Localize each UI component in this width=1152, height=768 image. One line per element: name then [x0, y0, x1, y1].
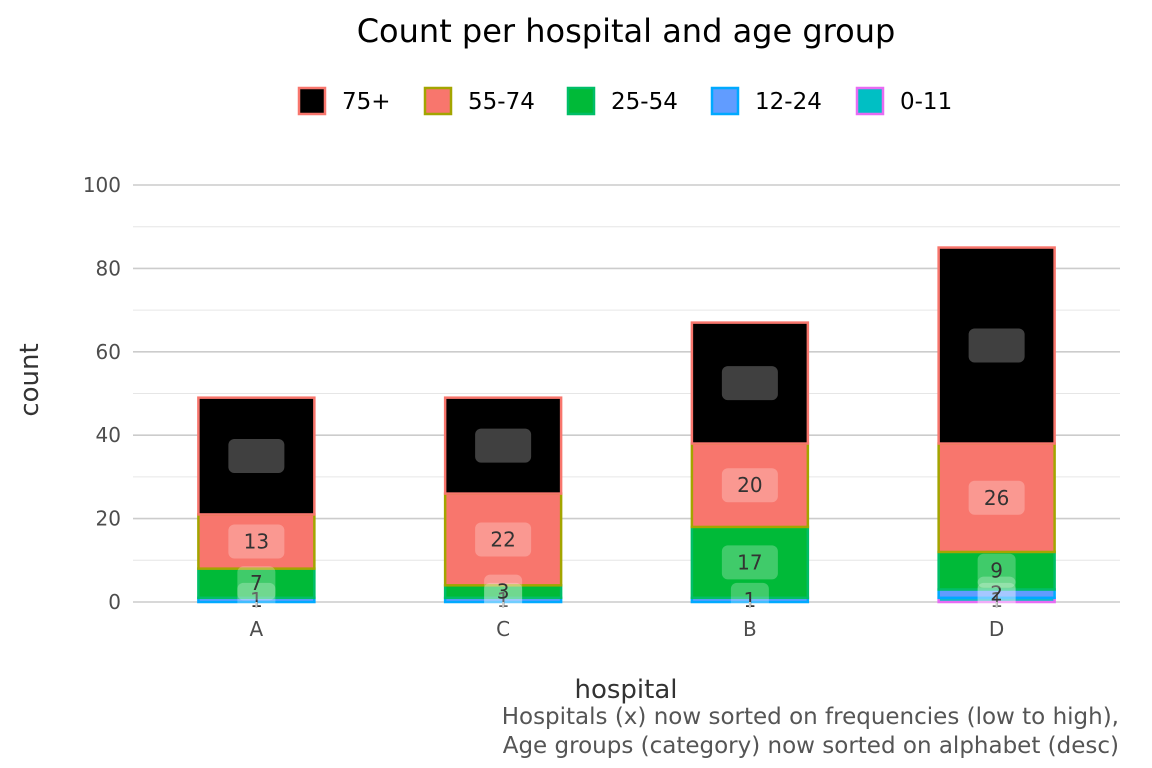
bar-value-label: 1	[744, 588, 757, 612]
bar-segment	[197, 513, 316, 570]
legend: 75+ 55-74 25-54 12-24 0-11	[297, 86, 952, 116]
bar-value-label: 13	[244, 530, 269, 554]
legend-label: 75+	[342, 89, 391, 115]
bar-label-box	[721, 468, 778, 503]
bar-segment	[197, 567, 316, 600]
legend-item: 0-11	[855, 86, 952, 116]
bar-label-box	[721, 366, 778, 401]
legend-label: 0-11	[900, 89, 952, 115]
x-tick-label: B	[743, 617, 757, 641]
bar-value-label: 3	[497, 580, 510, 604]
bar-stack-C: 13 22	[443, 396, 563, 617]
bar-label-box	[721, 545, 778, 580]
bar-label-box	[475, 522, 532, 557]
bar-label-box	[228, 524, 285, 559]
bar-label-box	[977, 576, 1016, 611]
bar-segment	[690, 442, 810, 529]
y-axis-title: count	[15, 343, 45, 416]
bar-segment	[937, 442, 1056, 554]
bar-value-label: 17	[737, 550, 762, 574]
bar-label-box	[968, 480, 1025, 515]
bar-stack-D: 129 26	[937, 246, 1056, 617]
bar-label-box	[237, 566, 276, 601]
bar-label-box	[237, 582, 276, 617]
legend-label: 25-54	[611, 89, 678, 115]
legend-label: 55-74	[468, 89, 535, 115]
bar-label-box	[475, 428, 532, 463]
bar-value-label: 1	[990, 588, 1003, 612]
x-tick-label: C	[496, 617, 510, 641]
y-tick-label: 100	[83, 173, 121, 197]
y-tick-label: 20	[96, 507, 121, 531]
legend-swatch	[566, 86, 596, 116]
bar-value-label: 26	[984, 486, 1009, 510]
legend-swatch	[710, 86, 740, 116]
bar-label-box	[977, 582, 1016, 617]
caption-line-2: Age groups (category) now sorted on alph…	[503, 733, 1119, 759]
x-axis-title: hospital	[574, 675, 677, 705]
bar-value-label: 7	[250, 571, 263, 595]
x-tick-label: A	[250, 617, 264, 641]
bar-value-label: 2	[990, 582, 1003, 606]
legend-item: 75+	[297, 86, 391, 116]
bar-value-label: 1	[250, 588, 263, 612]
bar-label-box	[484, 582, 523, 617]
bar-label-box	[730, 582, 769, 617]
y-tick-label: 80	[96, 256, 121, 280]
bar-value-label: 20	[737, 473, 762, 497]
legend-swatch	[855, 86, 885, 116]
legend-item: 12-24	[710, 86, 822, 116]
legend-label: 12-24	[755, 89, 822, 115]
bar-label-box	[968, 328, 1025, 363]
y-tick-label: 60	[96, 340, 121, 364]
y-tick-label: 0	[108, 590, 121, 614]
bar-label-box	[977, 553, 1016, 588]
x-tick-label: D	[989, 617, 1004, 641]
bar-value-label: 22	[490, 527, 515, 551]
chart-title: Count per hospital and age group	[357, 12, 896, 50]
bar-label-box	[228, 439, 285, 474]
legend-swatch	[297, 86, 327, 116]
y-tick-label: 40	[96, 423, 121, 447]
bar-value-label: 9	[990, 559, 1003, 583]
bar-value-label: 1	[497, 588, 510, 612]
bar-segment	[937, 550, 1056, 591]
caption-line-1: Hospitals (x) now sorted on frequencies …	[502, 704, 1119, 730]
legend-swatch	[423, 86, 453, 116]
bar-label-box	[484, 574, 523, 609]
legend-item: 55-74	[423, 86, 535, 116]
legend-item: 25-54	[566, 86, 678, 116]
bar-stack-B: 1 17 20	[690, 321, 810, 617]
